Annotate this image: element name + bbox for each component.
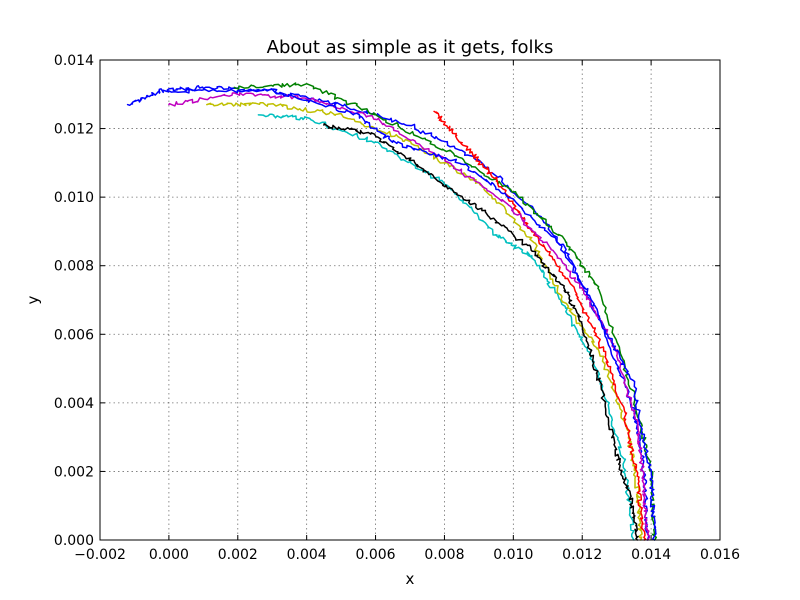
- x-tick-label: 0.002: [218, 547, 258, 563]
- y-tick-label: 0.000: [54, 533, 94, 549]
- x-axis-label: x: [406, 570, 415, 588]
- x-tick-label: 0.006: [356, 547, 396, 563]
- x-tick-label: 0.012: [562, 547, 602, 563]
- y-tick-label: 0.002: [54, 464, 94, 480]
- x-tick-label: 0.000: [149, 547, 189, 563]
- series-line-1: [126, 85, 650, 541]
- series-line-4: [233, 82, 658, 541]
- series-line-5: [433, 110, 647, 541]
- y-tick-label: 0.012: [54, 122, 94, 138]
- axis-ticks: −0.002 0.000 0.002 0.004 0.006 0.008 0.010 0.01…: [54, 53, 740, 563]
- x-tick-label: 0.010: [493, 547, 533, 563]
- y-tick-label: 0.014: [54, 53, 94, 69]
- x-tick-label: −0.002: [74, 547, 126, 563]
- x-tick-label: 0.014: [631, 547, 671, 563]
- series-line-7: [323, 123, 639, 541]
- x-tick-label: 0.008: [424, 547, 464, 563]
- y-tick-label: 0.006: [54, 327, 94, 343]
- y-tick-label: 0.008: [54, 259, 94, 275]
- series-line-8: [168, 88, 657, 541]
- data-series: [126, 82, 658, 541]
- chart-title: About as simple as it gets, folks: [267, 37, 554, 58]
- y-tick-label: 0.004: [54, 396, 94, 412]
- y-axis-label: y: [24, 295, 42, 304]
- x-tick-label: 0.016: [700, 547, 740, 563]
- x-tick-label: 0.004: [287, 547, 327, 563]
- plot-frame: [99, 59, 721, 541]
- grid-lines: [100, 60, 720, 540]
- series-line-3: [206, 101, 643, 541]
- y-tick-label: 0.010: [54, 190, 94, 206]
- series-line-6: [168, 92, 651, 541]
- series-line-2: [257, 113, 635, 541]
